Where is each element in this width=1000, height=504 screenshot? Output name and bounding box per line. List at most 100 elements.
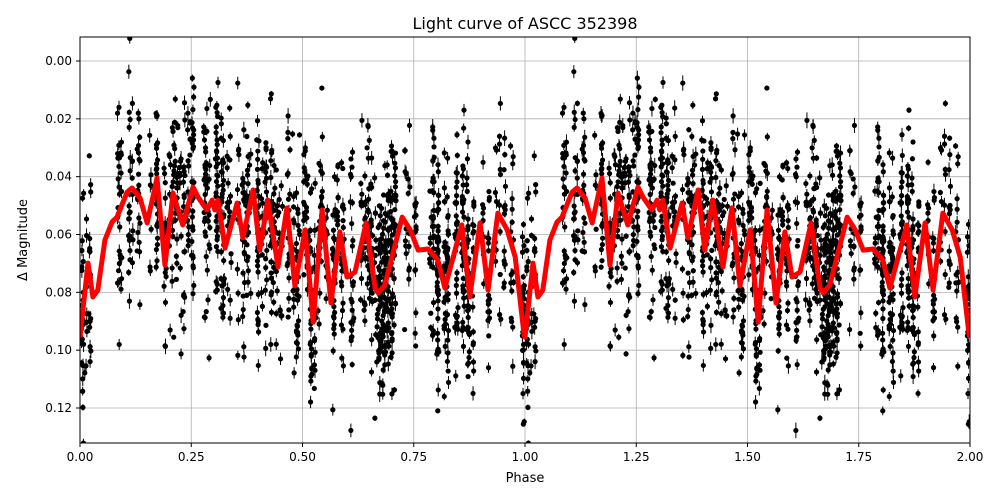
data-point [876, 235, 881, 240]
data-point [320, 189, 325, 194]
data-point [776, 315, 781, 320]
data-point [392, 161, 397, 166]
data-point [498, 229, 503, 234]
data-point [269, 91, 274, 96]
data-point [880, 298, 885, 303]
data-point [562, 224, 567, 229]
data-point [465, 156, 470, 161]
data-point [255, 310, 260, 315]
data-point [581, 116, 586, 121]
data-point [497, 141, 502, 146]
data-point [390, 294, 395, 299]
data-point [205, 185, 210, 190]
data-point [746, 272, 751, 277]
data-point [571, 69, 576, 74]
data-point [320, 134, 325, 139]
data-point [776, 235, 781, 240]
data-point [385, 227, 390, 232]
data-point [943, 317, 948, 322]
data-point [626, 292, 631, 297]
data-point [460, 328, 465, 333]
data-point [562, 261, 567, 266]
data-point [910, 189, 915, 194]
data-point [775, 407, 780, 412]
data-point [742, 132, 747, 137]
data-point [228, 194, 233, 199]
data-point [529, 216, 534, 221]
data-point [126, 69, 131, 74]
chart-title: Light curve of ASCC 352398 [412, 14, 637, 33]
data-point [649, 309, 654, 314]
data-point [445, 338, 450, 343]
data-point [436, 193, 441, 198]
data-point [454, 291, 459, 296]
data-point [435, 408, 440, 413]
data-point [659, 179, 664, 184]
data-point [137, 157, 142, 162]
data-point [910, 362, 915, 367]
data-point [362, 173, 367, 178]
data-point [909, 175, 914, 180]
data-point [203, 145, 208, 150]
data-point [215, 114, 220, 119]
data-point [701, 138, 706, 143]
data-point [220, 183, 225, 188]
data-point [881, 387, 886, 392]
data-point [739, 354, 744, 359]
data-point [619, 261, 624, 266]
data-point [955, 207, 960, 212]
data-point [659, 228, 664, 233]
data-point [687, 251, 692, 256]
data-point [271, 163, 276, 168]
data-point [899, 270, 904, 275]
data-point [127, 203, 132, 208]
data-point [186, 232, 191, 237]
data-point [635, 76, 640, 81]
data-point [445, 312, 450, 317]
data-point [269, 150, 274, 155]
data-point [636, 85, 641, 90]
data-point [835, 294, 840, 299]
data-point [303, 145, 308, 150]
data-point [214, 149, 219, 154]
data-point [235, 187, 240, 192]
data-point [393, 165, 398, 170]
data-point [647, 219, 652, 224]
data-point [747, 210, 752, 215]
data-point [130, 260, 135, 265]
data-point [130, 175, 135, 180]
data-point [241, 127, 246, 132]
data-point [777, 322, 782, 327]
data-point [681, 317, 686, 322]
data-point [190, 146, 195, 151]
data-point [80, 405, 85, 410]
data-point [228, 298, 233, 303]
data-point [915, 222, 920, 227]
data-point [268, 342, 273, 347]
data-point [899, 185, 904, 190]
data-point [786, 363, 791, 368]
data-point [954, 288, 959, 293]
data-point [380, 322, 385, 327]
data-point [719, 311, 724, 316]
data-point [432, 155, 437, 160]
data-point [822, 203, 827, 208]
data-point [136, 116, 141, 121]
data-point [701, 363, 706, 368]
data-point [887, 240, 892, 245]
data-point [631, 232, 636, 237]
data-point [119, 140, 124, 145]
data-point [215, 173, 220, 178]
data-point [214, 137, 219, 142]
data-point [455, 320, 460, 325]
data-point [562, 185, 567, 190]
data-point [717, 185, 722, 190]
data-point [666, 178, 671, 183]
data-point [690, 103, 695, 108]
data-point [414, 227, 419, 232]
data-point [652, 177, 657, 182]
data-point [632, 152, 637, 157]
data-point [730, 136, 735, 141]
data-point [116, 268, 121, 273]
data-point [256, 181, 261, 186]
